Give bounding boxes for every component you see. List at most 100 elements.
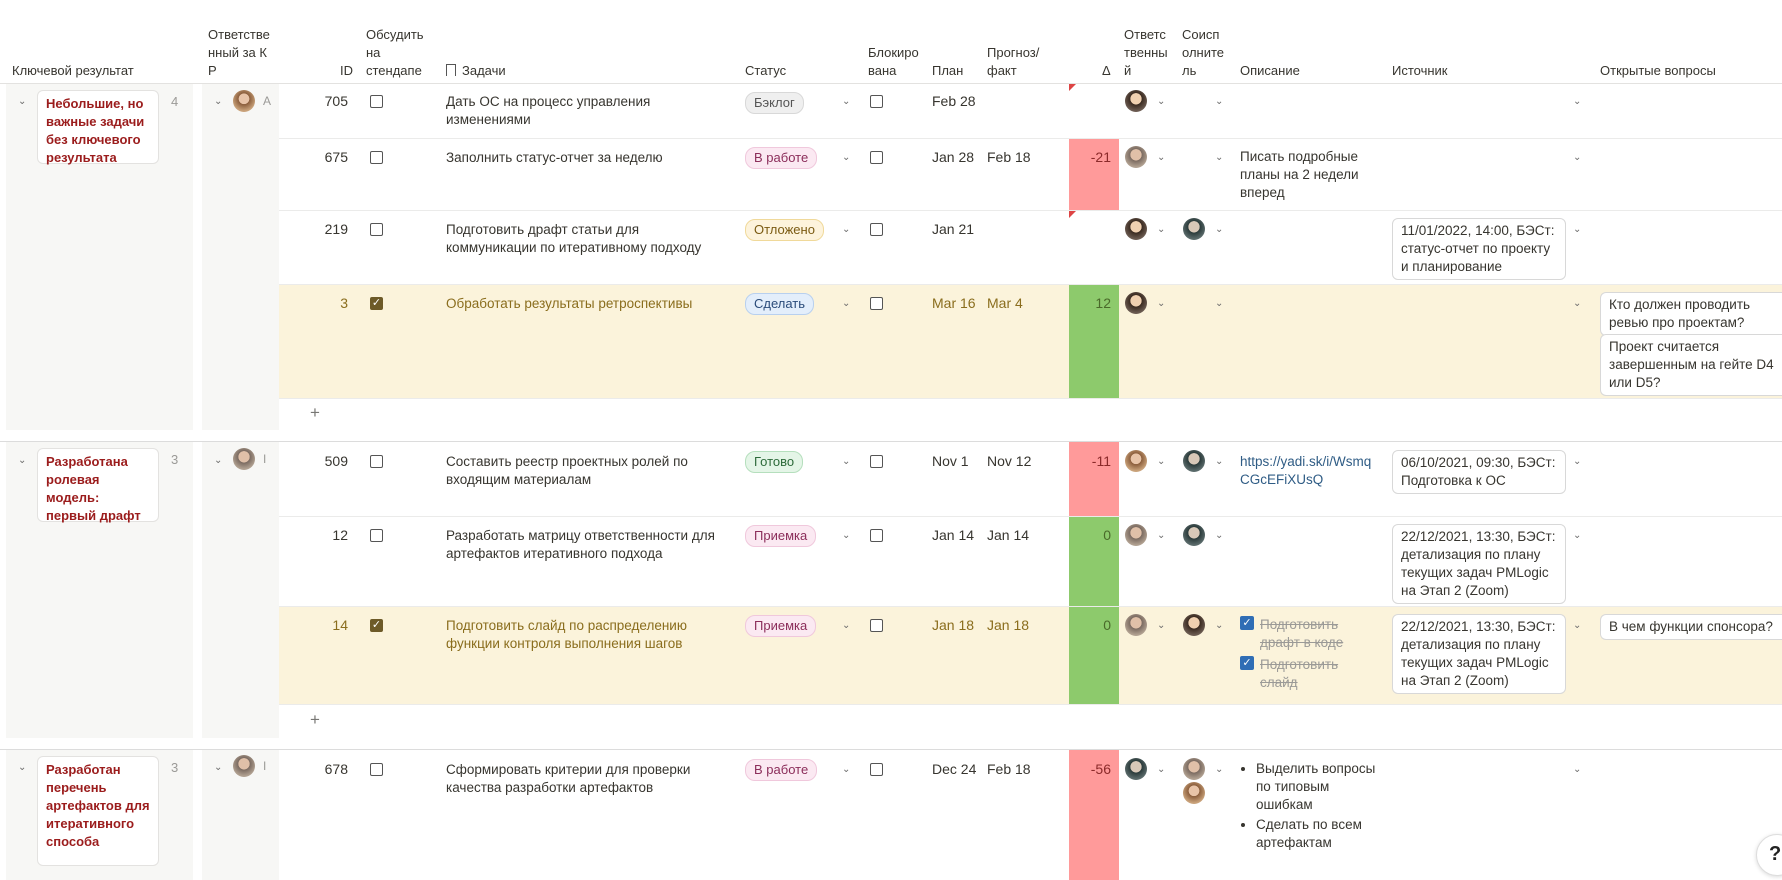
blocked-checkbox[interactable] bbox=[870, 297, 883, 310]
header-plan[interactable]: План bbox=[932, 63, 964, 78]
source-chevron-icon[interactable]: ⌄ bbox=[1573, 530, 1582, 541]
group3-kr-card[interactable]: Разработан перечень артефактов для итера… bbox=[37, 756, 159, 866]
responsible-chevron-icon[interactable]: ⌄ bbox=[1157, 224, 1166, 235]
executor-chevron-icon[interactable]: ⌄ bbox=[1215, 298, 1224, 309]
group2-collapse-chevron-icon[interactable]: ⌄ bbox=[18, 455, 27, 466]
source-chevron-icon[interactable]: ⌄ bbox=[1573, 224, 1582, 235]
status-badge[interactable]: В работе bbox=[745, 759, 818, 781]
status-badge[interactable]: Готово bbox=[745, 451, 804, 473]
task-title[interactable]: Сформировать критерии для проверки качес… bbox=[446, 762, 691, 795]
header-tasks[interactable]: Задачи bbox=[446, 62, 506, 80]
responsible-chevron-icon[interactable]: ⌄ bbox=[1157, 96, 1166, 107]
status-chevron-icon[interactable]: ⌄ bbox=[842, 456, 851, 467]
group2-kr-card[interactable]: Разработана ролевая модель: первый драфт bbox=[37, 448, 159, 523]
task-title[interactable]: Составить реестр проектных ролей по вход… bbox=[446, 454, 688, 487]
header-discuss[interactable]: Обсудить на стендапе bbox=[366, 27, 424, 78]
status-badge[interactable]: Сделать bbox=[745, 293, 815, 315]
header-delta[interactable]: Δ bbox=[1102, 63, 1111, 78]
executor-chevron-icon[interactable]: ⌄ bbox=[1215, 456, 1224, 467]
task-title[interactable]: Дать ОС на процесс управления изменениям… bbox=[446, 94, 651, 127]
header-executor[interactable]: Соисполнитель bbox=[1182, 27, 1225, 78]
source-chevron-icon[interactable]: ⌄ bbox=[1573, 456, 1582, 467]
blocked-checkbox[interactable] bbox=[870, 763, 883, 776]
description-checklist[interactable]: ✓ Подготовить драфт в коде ✓ Подготовить с… bbox=[1240, 616, 1380, 692]
executor-chevron-icon[interactable]: ⌄ bbox=[1215, 530, 1224, 541]
group1-owner-chevron-icon[interactable]: ⌄ bbox=[214, 96, 223, 107]
task-title[interactable]: Подготовить слайд по распределению функц… bbox=[446, 618, 687, 651]
header-forecast[interactable]: Прогноз/ факт bbox=[987, 45, 1040, 78]
help-button[interactable]: ? bbox=[1756, 834, 1782, 876]
blocked-checkbox[interactable] bbox=[870, 455, 883, 468]
blocked-checkbox[interactable] bbox=[870, 529, 883, 542]
checkbox-checked-icon[interactable]: ✓ bbox=[1240, 616, 1254, 630]
source-chevron-icon[interactable]: ⌄ bbox=[1573, 620, 1582, 631]
status-badge[interactable]: В работе bbox=[745, 147, 818, 169]
checklist-item[interactable]: ✓ Подготовить драфт в коде bbox=[1240, 616, 1380, 652]
status-chevron-icon[interactable]: ⌄ bbox=[842, 152, 851, 163]
group3-collapse-chevron-icon[interactable]: ⌄ bbox=[18, 762, 27, 773]
open-question-card[interactable]: Проект считается завершенным на гейте D4… bbox=[1600, 334, 1782, 396]
task-title[interactable]: Подготовить драфт статьи для коммуникаци… bbox=[446, 222, 702, 255]
header-description[interactable]: Описание bbox=[1240, 63, 1300, 78]
discuss-checkbox[interactable] bbox=[370, 151, 383, 164]
status-chevron-icon[interactable]: ⌄ bbox=[842, 224, 851, 235]
description-bullets[interactable]: Выделить вопросы по типовым ошибкам Сдел… bbox=[1240, 760, 1380, 854]
blocked-checkbox[interactable] bbox=[870, 223, 883, 236]
discuss-checkbox[interactable] bbox=[370, 529, 383, 542]
group3-owner-chevron-icon[interactable]: ⌄ bbox=[214, 762, 223, 773]
open-question-card[interactable]: Кто должен проводить ревью про проектам? bbox=[1600, 292, 1782, 336]
executor-chevron-icon[interactable]: ⌄ bbox=[1215, 620, 1224, 631]
task-title[interactable]: Разработать матрицу ответственности для … bbox=[446, 528, 715, 561]
source-card[interactable]: 22/12/2021, 13:30, БЭСт: детализация по … bbox=[1392, 524, 1566, 604]
responsible-chevron-icon[interactable]: ⌄ bbox=[1157, 456, 1166, 467]
source-chevron-icon[interactable]: ⌄ bbox=[1573, 96, 1582, 107]
description-text[interactable]: Писать подробные планы на 2 недели впере… bbox=[1240, 149, 1359, 200]
status-badge[interactable]: Приемка bbox=[745, 615, 817, 637]
source-card[interactable]: 11/01/2022, 14:00, БЭСт: статус-отчет по… bbox=[1392, 218, 1566, 280]
discuss-checkbox[interactable] bbox=[370, 223, 383, 236]
header-source[interactable]: Источник bbox=[1392, 63, 1448, 78]
add-row-button[interactable]: + bbox=[310, 403, 320, 422]
checklist-item[interactable]: ✓ Подготовить слайд bbox=[1240, 656, 1380, 692]
discuss-checkbox-checked[interactable]: ✓ bbox=[370, 297, 383, 310]
group1-collapse-chevron-icon[interactable]: ⌄ bbox=[18, 96, 27, 107]
group1-kr-card[interactable]: Небольшие, но важные задачи без ключевог… bbox=[37, 90, 159, 165]
blocked-checkbox[interactable] bbox=[870, 151, 883, 164]
discuss-checkbox[interactable] bbox=[370, 455, 383, 468]
executor-chevron-icon[interactable]: ⌄ bbox=[1215, 764, 1224, 775]
source-chevron-icon[interactable]: ⌄ bbox=[1573, 764, 1582, 775]
responsible-chevron-icon[interactable]: ⌄ bbox=[1157, 152, 1166, 163]
discuss-checkbox[interactable] bbox=[370, 95, 383, 108]
executor-chevron-icon[interactable]: ⌄ bbox=[1215, 96, 1224, 107]
source-card[interactable]: 06/10/2021, 09:30, БЭСт: Подготовка к ОС bbox=[1392, 450, 1566, 494]
responsible-chevron-icon[interactable]: ⌄ bbox=[1157, 530, 1166, 541]
source-chevron-icon[interactable]: ⌄ bbox=[1573, 298, 1582, 309]
status-chevron-icon[interactable]: ⌄ bbox=[842, 298, 851, 309]
responsible-chevron-icon[interactable]: ⌄ bbox=[1157, 764, 1166, 775]
responsible-chevron-icon[interactable]: ⌄ bbox=[1157, 620, 1166, 631]
status-chevron-icon[interactable]: ⌄ bbox=[842, 764, 851, 775]
status-chevron-icon[interactable]: ⌄ bbox=[842, 620, 851, 631]
header-blocked[interactable]: Блокирована bbox=[868, 45, 919, 78]
responsible-chevron-icon[interactable]: ⌄ bbox=[1157, 298, 1166, 309]
discuss-checkbox[interactable] bbox=[370, 763, 383, 776]
status-chevron-icon[interactable]: ⌄ bbox=[842, 96, 851, 107]
group2-owner-chevron-icon[interactable]: ⌄ bbox=[214, 455, 223, 466]
header-status[interactable]: Статус bbox=[745, 63, 787, 78]
source-card[interactable]: 22/12/2021, 13:30, БЭСт: детализация по … bbox=[1392, 614, 1566, 694]
blocked-checkbox[interactable] bbox=[870, 95, 883, 108]
description-link[interactable]: https://yadi.sk/i/WsmqCGcEFiXUsQ bbox=[1240, 454, 1372, 487]
header-kr[interactable]: Ключевой результат bbox=[12, 63, 134, 78]
add-row-button[interactable]: + bbox=[310, 710, 320, 729]
header-questions[interactable]: Открытые вопросы bbox=[1600, 63, 1716, 78]
blocked-checkbox[interactable] bbox=[870, 619, 883, 632]
checkbox-checked-icon[interactable]: ✓ bbox=[1240, 656, 1254, 670]
open-question-card[interactable]: В чем функции спонсора? bbox=[1600, 614, 1782, 640]
header-id[interactable]: ID bbox=[340, 63, 353, 78]
executor-chevron-icon[interactable]: ⌄ bbox=[1215, 224, 1224, 235]
header-owner[interactable]: Ответственный за КР bbox=[208, 27, 270, 78]
header-responsible[interactable]: Ответственный bbox=[1124, 27, 1168, 78]
discuss-checkbox-checked[interactable]: ✓ bbox=[370, 619, 383, 632]
status-chevron-icon[interactable]: ⌄ bbox=[842, 530, 851, 541]
status-badge[interactable]: Бэклог bbox=[745, 92, 804, 114]
